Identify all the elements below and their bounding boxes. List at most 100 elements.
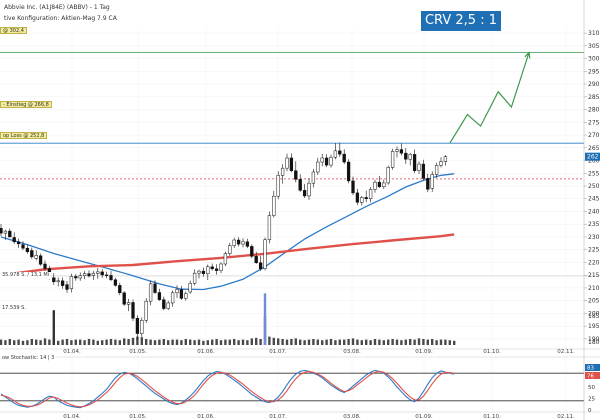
volume-bar — [400, 340, 403, 345]
volume-bar — [444, 339, 447, 345]
date-tick-label: 01.06. — [197, 349, 215, 355]
candle-body — [153, 283, 157, 293]
candle-body — [144, 300, 148, 321]
volume-bar — [109, 339, 113, 345]
volume-bar — [417, 338, 421, 345]
volume-bar — [140, 337, 143, 345]
volume-bar — [422, 339, 425, 345]
volume-bar — [193, 340, 196, 345]
volume-bar — [246, 340, 249, 345]
volume-bar — [338, 339, 341, 345]
volume-scale-label: 180 — [588, 339, 600, 346]
volume-bar — [294, 338, 297, 345]
volume-bar — [219, 340, 223, 345]
volume-bar — [272, 337, 275, 345]
volume-bar — [8, 339, 11, 345]
candle-body — [219, 263, 223, 271]
candle-body — [82, 273, 87, 276]
candle-body — [382, 182, 386, 188]
stochastic-tick-label: 50 — [588, 385, 595, 391]
candle-body — [320, 157, 324, 163]
candle-body — [8, 230, 12, 238]
volume-bar — [431, 339, 434, 345]
candle-body — [430, 174, 434, 189]
volume-bar — [70, 340, 73, 345]
candle-body — [65, 284, 69, 290]
price-badge-text: 262 — [587, 154, 599, 161]
candle-body — [399, 149, 404, 154]
volume-bar — [215, 339, 218, 345]
candle-body — [140, 320, 144, 334]
candle-body — [408, 154, 412, 160]
candle-body — [302, 190, 307, 197]
stochastic-label: ow Stochastic: 14 | 3 — [0, 355, 57, 362]
volume-bar — [387, 339, 390, 345]
candle-body — [131, 302, 135, 319]
candle-body — [342, 153, 346, 163]
volume-bar — [13, 340, 16, 345]
candle-body — [192, 272, 197, 284]
volume-bar — [175, 339, 179, 345]
volume-bar — [426, 339, 429, 345]
volume-bar — [439, 339, 443, 345]
price-tick-label: 190 — [588, 336, 600, 343]
projected-price-path — [449, 51, 531, 144]
volume-bar — [43, 338, 47, 345]
candle-body — [60, 280, 65, 286]
candle-body — [386, 167, 390, 184]
volume-bar — [189, 339, 192, 345]
volume-bar — [360, 340, 363, 345]
volume-bar — [153, 340, 157, 345]
stochastic-badge-text: 83 — [587, 366, 594, 372]
candle-body — [21, 244, 25, 249]
price-tick-label: 225 — [588, 247, 600, 254]
date-tick-label: 01.10. — [483, 414, 501, 420]
date-tick-label: 01.05. — [129, 414, 147, 420]
candle-body — [122, 292, 126, 305]
candle-body — [426, 178, 430, 190]
crv-label: CRV 2,5 : 1 — [421, 11, 501, 31]
volume-bar — [224, 339, 227, 345]
price-tick-label: 275 — [588, 119, 600, 126]
volume-bar — [39, 340, 42, 345]
candle-body — [38, 255, 43, 265]
candle-body — [0, 228, 3, 234]
candle-body — [263, 239, 267, 269]
candle-body — [272, 195, 276, 216]
volume-bar — [48, 339, 51, 345]
candle-body — [329, 156, 333, 166]
volume-bar — [26, 340, 29, 345]
volume-bar — [435, 340, 438, 345]
volume-bar — [356, 339, 359, 345]
volume-bar — [61, 339, 64, 345]
volume-bar — [180, 340, 183, 345]
volume-bar — [21, 340, 25, 345]
stochastic-d-line — [0, 370, 455, 408]
price-tick-label: 220 — [588, 259, 600, 266]
candle-body — [289, 157, 294, 171]
volume-bar — [65, 339, 69, 345]
volume-bar — [448, 340, 451, 345]
volume-bar — [325, 339, 328, 345]
stochastic-panel — [0, 369, 584, 409]
candle-body — [30, 250, 34, 258]
volume-bar — [83, 340, 86, 345]
candle-body — [276, 175, 280, 197]
candle-body — [232, 239, 236, 246]
volume-bar — [250, 338, 253, 345]
candle-body — [157, 292, 162, 300]
price-tick-label: 260 — [588, 158, 600, 165]
candle-body — [96, 271, 100, 274]
candle-body — [104, 274, 109, 276]
volume-bar — [373, 339, 377, 345]
candle-body — [3, 230, 8, 234]
candle-body — [69, 276, 74, 289]
date-axis: 01.04. 01.04. 01.05. 01.05. 01.06. 01.06. 01.0… — [63, 349, 575, 420]
price-badge — [585, 152, 600, 161]
volume-bar — [96, 340, 99, 345]
candlesticks — [0, 142, 448, 340]
volume-bar — [316, 339, 319, 345]
stochastic-tick-label: 25 — [588, 397, 595, 403]
candle-body — [91, 272, 96, 276]
